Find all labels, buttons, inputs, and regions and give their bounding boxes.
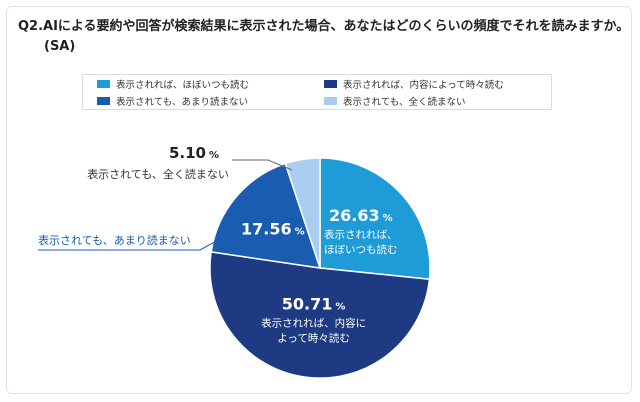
question-text: Q2.AIによる要約や回答が検索結果に表示された場合、あなたはどのくらいの頻度で… — [18, 19, 630, 34]
legend: 表示されれば、ほぼいつも読む 表示されれば、内容によって時々読む 表示されても、… — [82, 74, 552, 110]
data-label-caption: よって時々読む — [277, 331, 350, 344]
pie-slice — [284, 157, 321, 269]
legend-swatch — [324, 96, 337, 105]
legend-item: 表示されれば、内容によって時々読む — [324, 76, 551, 93]
legend-label: 表示されれば、内容によって時々読む — [343, 80, 504, 92]
data-label: 50.71% — [282, 294, 346, 313]
leader-line — [232, 159, 293, 171]
legend-label: 表示されても、全く読まない — [343, 96, 466, 108]
external-label-rarely: 表示されても、あまり読まない — [38, 233, 221, 251]
legend-item: 表示されても、あまり読まない — [97, 93, 324, 110]
legend-item: 表示されても、全く読まない — [324, 93, 551, 110]
data-label-caption: 表示されれば、 — [324, 228, 398, 241]
data-label: 17.56% — [241, 219, 305, 238]
pie-slice — [319, 157, 431, 281]
legend-label: 表示されても、あまり読まない — [116, 96, 248, 108]
data-label-caption: 表示されても、あまり読まない — [38, 233, 191, 247]
question-title: Q2.AIによる要約や回答が検索結果に表示された場合、あなたはどのくらいの頻度で… — [18, 17, 630, 57]
legend-swatch — [97, 96, 110, 105]
question-type: (SA) — [44, 39, 76, 54]
legend-swatch — [324, 80, 337, 89]
pie-inner-labels: 26.63 % 表示されれば、ほぼいつも読む 50.71 % 表示されれば、内容によって時… — [241, 206, 398, 344]
data-label-caption: 表示されても、全く読まない — [87, 167, 229, 181]
data-label-caption: 表示されれば、内容に — [261, 316, 366, 329]
external-label-not-at-all: 5.10 % 表示されても、全く読まない — [87, 144, 293, 181]
pie-slice — [209, 251, 431, 379]
pie-slices — [209, 157, 431, 379]
legend-label: 表示されれば、ほぼいつも読む — [116, 80, 250, 92]
data-label-value: 5.10 — [169, 144, 206, 162]
data-label-unit: % — [209, 150, 219, 161]
data-label-caption: ほぼいつも読む — [324, 243, 398, 256]
legend-swatch — [97, 80, 110, 89]
legend-item: 表示されれば、ほぼいつも読む — [97, 76, 324, 93]
data-label: 26.63% — [329, 206, 393, 225]
leader-line — [38, 238, 221, 251]
